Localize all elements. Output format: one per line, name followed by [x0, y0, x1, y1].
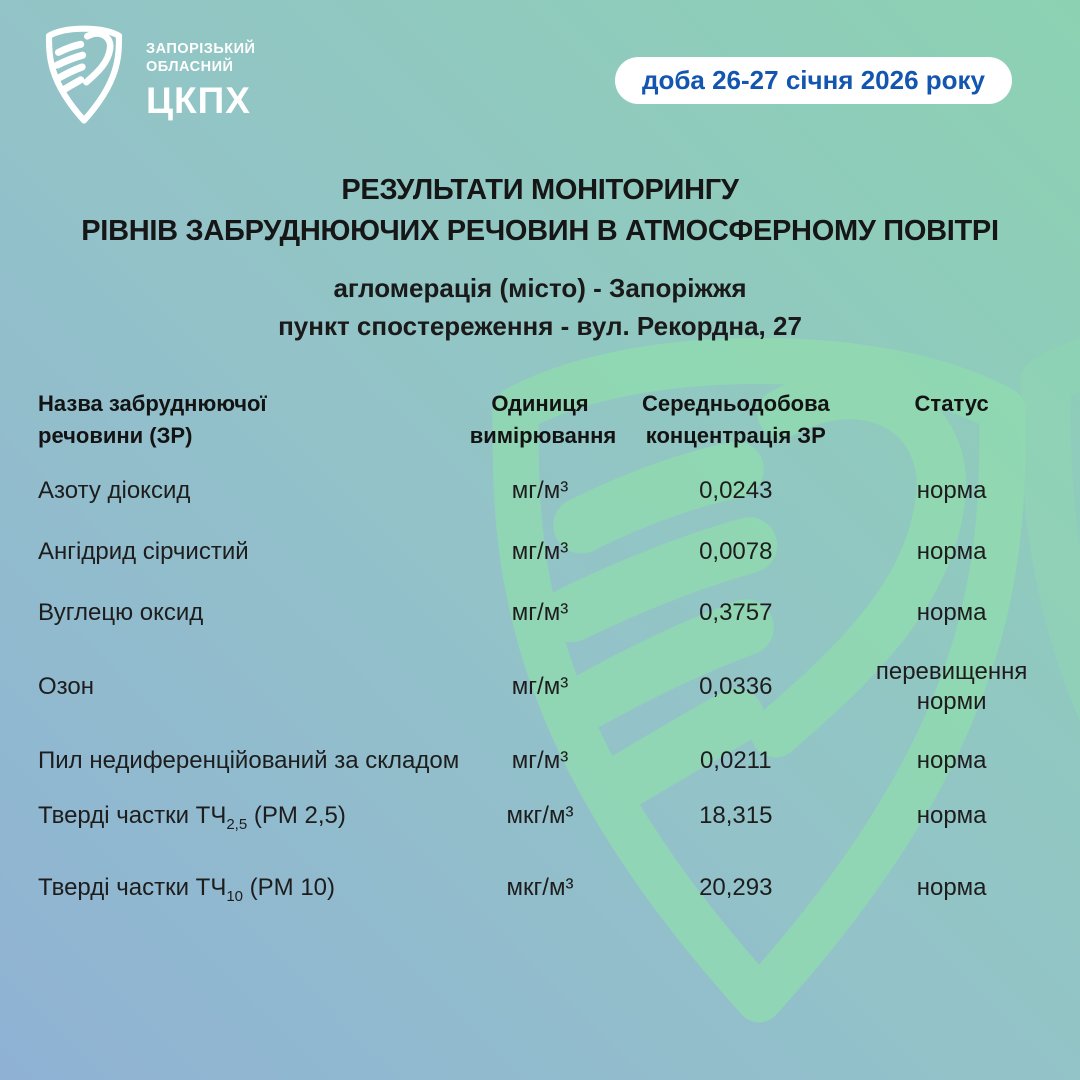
- header-status: Статус: [914, 391, 989, 416]
- brand-name-line1: ЗАПОРІЗЬКИЙ: [146, 41, 256, 57]
- unit-value: мг/м³: [511, 538, 569, 565]
- header-substance: Назва забруднюючої речовини (ЗР): [38, 391, 267, 448]
- concentration-value: 20,293: [699, 873, 773, 901]
- unit-value: мг/м³: [511, 673, 569, 700]
- unit-value: мг/м³: [511, 747, 569, 774]
- status-value: норма: [916, 599, 987, 626]
- concentration-value: 0,0336: [699, 673, 773, 700]
- concentration-value: 0,0243: [699, 477, 773, 504]
- status-value: норма: [916, 873, 987, 901]
- date-badge: доба 26-27 січня 2026 року: [614, 57, 1012, 104]
- brand-name: ЗАПОРІЗЬКИЙ ОБЛАСНИЙ ЦКПХ: [146, 24, 255, 120]
- status-value: норма: [916, 538, 987, 565]
- concentration-value: 18,315: [699, 802, 773, 829]
- substance-name: Пил недиференційований за складом: [38, 747, 460, 774]
- table-header-row: Назва забруднюючої речовини (ЗР) Одиниця…: [38, 388, 1042, 452]
- observation-point-line: пункт спостереження - вул. Рекордна, 27: [278, 311, 802, 341]
- pollutants-table: Назва забруднюючої речовини (ЗР) Одиниця…: [38, 388, 1042, 904]
- status-value: норма: [916, 477, 987, 504]
- brand-name-line2: ОБЛАСНИЙ: [146, 59, 234, 75]
- header-concentration: Середньодобова концентрація ЗР: [641, 391, 830, 448]
- table-body: Азоту діоксид мг/м³ 0,0243 норма Ангідри…: [38, 460, 1042, 935]
- substance-name: Ангідрид сірчистий: [38, 538, 249, 565]
- concentration-value: 0,0078: [699, 538, 773, 565]
- status-value: норма: [916, 802, 987, 829]
- concentration-value: 0,0211: [699, 747, 772, 774]
- location-subtitle: агломерація (місто) - Запоріжжя пункт сп…: [0, 269, 1080, 345]
- concentration-value: 0,3757: [699, 599, 773, 626]
- substance-name: Озон: [38, 673, 95, 700]
- page-title-line2: РІВНІВ ЗАБРУДНЮЮЧИХ РЕЧОВИН В АТМОСФЕРНО…: [81, 215, 999, 247]
- unit-value: мкг/м³: [506, 802, 574, 829]
- substance-name: Вуглецю оксид: [38, 599, 204, 626]
- status-value: норма: [916, 747, 987, 774]
- unit-value: мг/м³: [511, 599, 569, 626]
- status-value: перевищення норми: [875, 658, 1028, 715]
- brand-acronym: ЦКПХ: [146, 80, 251, 121]
- unit-value: мкг/м³: [506, 873, 574, 901]
- header-unit: Одиниця вимірювання: [469, 391, 617, 448]
- substance-name: Тверді частки ТЧ10 (PM 10): [38, 873, 336, 905]
- unit-value: мг/м³: [511, 477, 569, 504]
- substance-name: Тверді частки ТЧ2,5 (PM 2,5): [38, 802, 346, 833]
- shield-heart-stripes-icon: [45, 25, 123, 124]
- agglomeration-line: агломерація (місто) - Запоріжжя: [333, 273, 747, 303]
- page-title: РЕЗУЛЬТАТИ МОНІТОРИНГУ РІВНІВ ЗАБРУДНЮЮЧ…: [0, 170, 1080, 252]
- date-badge-text: доба 26-27 січня 2026 року: [641, 65, 985, 95]
- brand-logo: ЗАПОРІЗЬКИЙ ОБЛАСНИЙ ЦКПХ: [36, 24, 255, 128]
- page-title-line1: РЕЗУЛЬТАТИ МОНІТОРИНГУ: [341, 174, 739, 206]
- substance-name: Азоту діоксид: [38, 477, 191, 504]
